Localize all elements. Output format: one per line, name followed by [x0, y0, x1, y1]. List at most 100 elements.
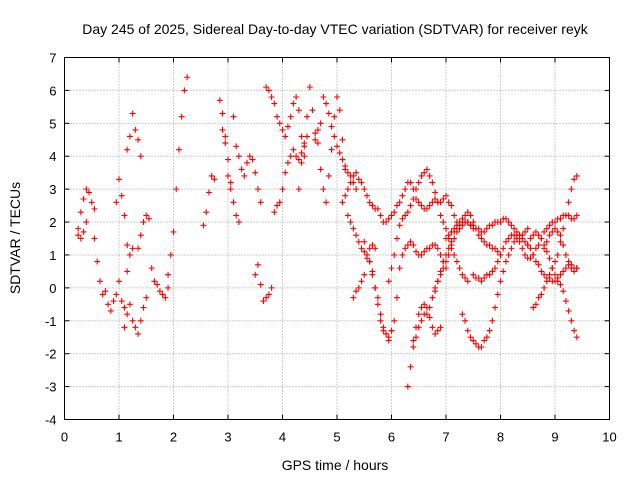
data-point: [481, 274, 488, 281]
data-point: [535, 242, 542, 249]
data-point: [475, 225, 482, 232]
data-point: [391, 251, 398, 258]
data-point: [464, 219, 471, 226]
series-track-k: [219, 113, 264, 206]
x-axis-ticks: 0 1 2 3 4 5 6 7 8 9 10: [61, 57, 617, 445]
data-point: [118, 298, 125, 305]
data-point: [271, 209, 278, 216]
data-point: [301, 153, 308, 160]
data-point: [317, 120, 324, 127]
data-point: [369, 242, 376, 249]
data-point: [462, 212, 469, 219]
data-point: [445, 199, 452, 206]
data-point: [464, 327, 471, 334]
data-point: [257, 281, 264, 288]
data-point: [276, 199, 283, 206]
data-point: [565, 307, 572, 314]
y-tick-label: -2: [45, 347, 57, 362]
data-point: [361, 238, 368, 245]
data-point: [252, 271, 259, 278]
data-point: [508, 245, 515, 252]
y-tick-label: 0: [49, 281, 56, 296]
data-point: [86, 189, 93, 196]
series-track-n: [295, 84, 349, 206]
data-point: [527, 255, 534, 262]
data-point: [396, 265, 403, 272]
data-point: [135, 245, 142, 252]
y-tick-label: -1: [45, 314, 57, 329]
data-point: [334, 143, 340, 150]
data-point: [549, 228, 556, 235]
data-point: [538, 235, 545, 242]
data-point: [505, 251, 512, 258]
data-point: [129, 245, 136, 252]
data-point: [132, 324, 139, 331]
data-point: [339, 156, 346, 163]
data-point: [135, 330, 142, 337]
data-point: [355, 176, 362, 183]
data-point: [445, 245, 452, 252]
data-point: [372, 245, 379, 252]
data-point: [399, 215, 406, 222]
data-point: [314, 140, 321, 147]
data-point: [470, 222, 477, 229]
data-point: [554, 228, 561, 235]
data-point: [418, 202, 425, 209]
data-point: [295, 186, 302, 193]
data-point: [393, 235, 400, 242]
data-point: [363, 192, 370, 199]
data-point: [388, 327, 395, 334]
data-point: [96, 278, 103, 285]
data-point: [385, 337, 392, 344]
data-point: [137, 232, 144, 239]
data-point: [486, 327, 493, 334]
data-point: [483, 225, 490, 232]
data-point: [268, 93, 275, 100]
x-tick-label: 1: [115, 430, 122, 445]
data-point: [418, 317, 425, 324]
data-point: [410, 196, 417, 203]
data-point: [124, 242, 131, 249]
data-point: [167, 251, 174, 258]
data-point: [440, 196, 447, 203]
data-point: [121, 212, 128, 219]
data-point: [451, 235, 458, 242]
data-point: [437, 212, 444, 219]
data-point: [516, 238, 523, 245]
data-point: [205, 189, 212, 196]
data-point: [366, 245, 373, 252]
data-point: [350, 225, 357, 232]
data-point: [432, 196, 439, 203]
data-point: [568, 186, 575, 193]
data-point: [571, 215, 578, 222]
data-point: [470, 271, 477, 278]
data-point: [274, 202, 281, 209]
data-point: [543, 248, 550, 255]
chart-title: Day 245 of 2025, Sidereal Day-to-day VTE…: [82, 21, 588, 37]
data-point: [530, 232, 537, 239]
data-point: [552, 225, 558, 232]
y-tick-label: -3: [45, 380, 57, 395]
data-point: [254, 261, 261, 268]
data-point: [230, 113, 237, 120]
data-point: [200, 222, 207, 229]
data-point: [143, 212, 150, 219]
data-point: [415, 311, 422, 318]
data-point: [573, 334, 580, 341]
series-track-a: [75, 186, 98, 232]
data-point: [459, 311, 466, 318]
data-point: [159, 291, 166, 298]
data-point: [290, 100, 297, 107]
data-point: [497, 278, 504, 285]
series-track-m: [263, 84, 308, 160]
data-point: [233, 212, 240, 219]
data-point: [377, 212, 384, 219]
data-point: [554, 278, 561, 285]
data-point: [562, 251, 569, 258]
data-point: [393, 294, 400, 301]
data-point: [331, 133, 338, 140]
data-point: [478, 235, 485, 242]
data-point: [342, 163, 349, 170]
data-point: [154, 281, 161, 288]
data-point: [184, 74, 191, 81]
